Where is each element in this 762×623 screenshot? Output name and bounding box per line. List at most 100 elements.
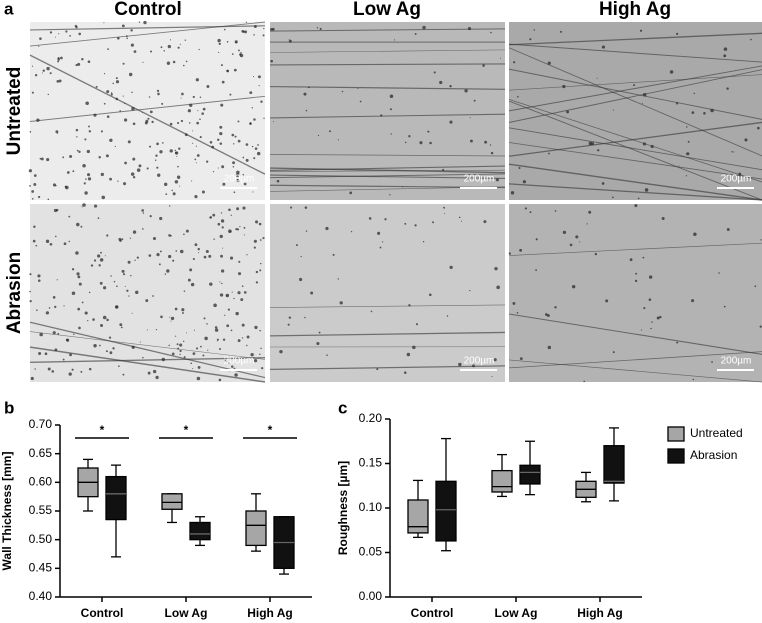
speck — [519, 357, 523, 361]
speck — [198, 252, 200, 254]
speck — [458, 216, 461, 219]
speck — [87, 177, 92, 181]
speck — [233, 191, 236, 194]
speck — [640, 329, 643, 331]
speck — [160, 250, 162, 253]
speck — [168, 344, 170, 347]
speck — [216, 340, 218, 342]
speck — [221, 226, 224, 229]
y-tick-label: 0.45 — [29, 561, 53, 575]
speck — [332, 253, 335, 256]
speck — [46, 66, 50, 71]
speck — [612, 351, 615, 354]
speck — [259, 269, 262, 272]
row-header: Abrasion — [4, 252, 25, 334]
speck — [128, 295, 130, 297]
speck — [103, 73, 106, 75]
speck — [233, 367, 236, 370]
speck — [220, 103, 224, 107]
y-tick-label: 0.55 — [29, 503, 53, 517]
scratch — [508, 121, 762, 157]
speck — [228, 362, 230, 364]
speck — [669, 70, 674, 74]
speck — [122, 373, 125, 376]
speck — [77, 62, 81, 66]
speck — [240, 52, 242, 54]
box — [161, 493, 183, 510]
speck — [71, 291, 76, 296]
speck — [559, 30, 563, 33]
speck — [71, 268, 75, 271]
speck — [195, 78, 199, 82]
speck — [136, 168, 141, 172]
speck — [246, 254, 248, 256]
speck — [404, 222, 407, 225]
speck — [493, 358, 497, 362]
speck — [255, 281, 259, 284]
speck — [196, 121, 199, 125]
speck — [235, 311, 239, 316]
box — [519, 464, 541, 485]
speck — [63, 242, 67, 246]
scratch — [269, 174, 506, 179]
speck — [661, 217, 665, 221]
speck — [428, 293, 432, 297]
speck — [596, 77, 598, 79]
speck — [99, 344, 101, 347]
speck — [496, 285, 500, 290]
speck — [241, 323, 245, 327]
speck — [139, 341, 141, 343]
speck — [703, 112, 706, 115]
speck — [124, 285, 126, 287]
speck — [234, 373, 238, 377]
speck — [134, 259, 136, 261]
scratch — [508, 69, 762, 123]
speck — [726, 87, 729, 90]
scratch — [508, 99, 762, 183]
speck — [597, 149, 600, 152]
speck — [253, 239, 257, 243]
speck — [60, 56, 63, 60]
speck — [217, 222, 221, 226]
speck — [33, 225, 36, 229]
speck — [711, 361, 713, 363]
speck — [206, 85, 210, 88]
speck — [612, 196, 614, 199]
speck — [183, 356, 186, 359]
column-header: Control — [114, 0, 182, 20]
speck — [93, 259, 97, 262]
speck — [169, 316, 171, 318]
speck — [218, 378, 222, 382]
speck — [45, 239, 50, 243]
scratch — [29, 331, 266, 360]
speck — [718, 272, 720, 274]
speck — [69, 154, 73, 158]
speck — [44, 352, 48, 356]
scratch — [269, 331, 506, 337]
speck — [225, 295, 228, 297]
speck — [121, 24, 125, 28]
speck — [337, 139, 339, 141]
speck — [744, 138, 748, 142]
speck — [569, 243, 573, 247]
speck — [760, 239, 762, 241]
speck — [232, 166, 235, 168]
speck — [42, 69, 46, 72]
speck — [130, 275, 132, 277]
box — [491, 469, 513, 493]
speck — [99, 258, 104, 262]
speck — [258, 222, 262, 226]
speck — [548, 152, 550, 155]
speck — [45, 311, 50, 315]
speck — [414, 33, 417, 35]
speck — [115, 77, 118, 80]
speck — [152, 236, 157, 241]
speck — [108, 336, 112, 339]
speck — [98, 156, 101, 159]
speck — [197, 110, 199, 112]
speck — [642, 256, 645, 259]
speck — [192, 95, 195, 99]
speck — [106, 115, 110, 118]
speck — [49, 72, 52, 75]
speck — [245, 143, 249, 146]
